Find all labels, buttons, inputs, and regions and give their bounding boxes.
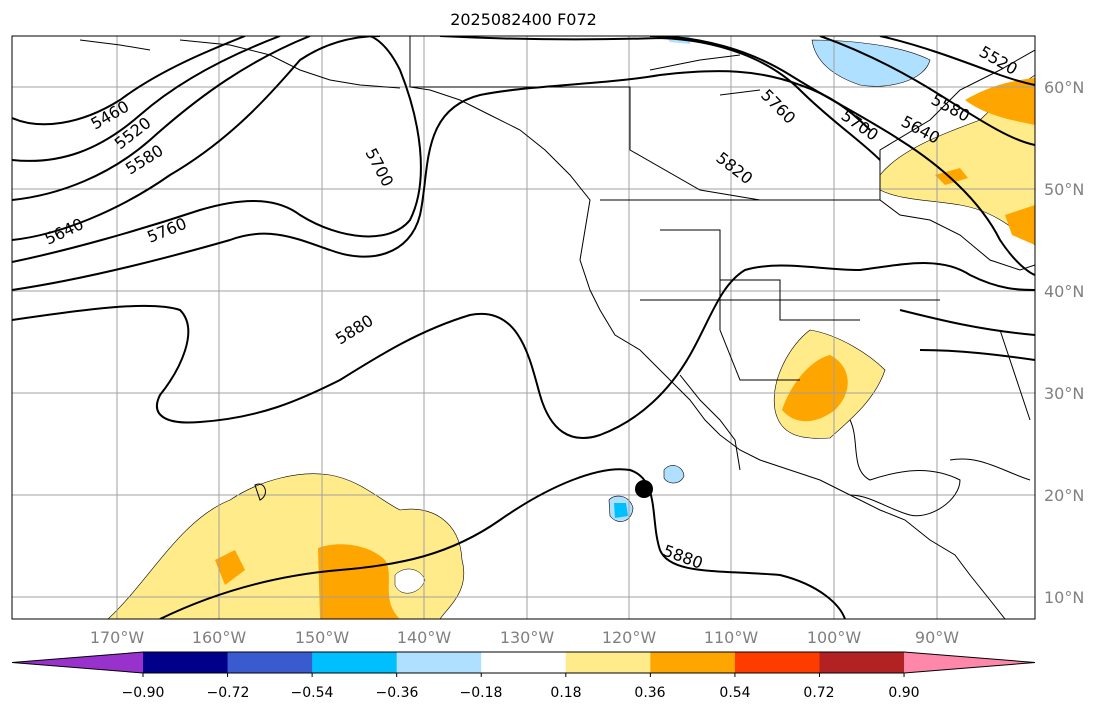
contour-label: 5580 <box>928 90 973 126</box>
storm-marker <box>635 480 653 498</box>
lat-label: 60°N <box>1044 78 1084 97</box>
colorbar-extend-high <box>904 652 1035 673</box>
colorbar-extend-low <box>12 652 143 673</box>
colorbar-tick-label: 0.90 <box>888 685 919 701</box>
contour-labels: 5460 5520 5580 5640 5760 5700 5820 5760 … <box>42 42 1021 573</box>
lon-label: 140°W <box>397 628 452 647</box>
coastlines <box>79 36 1035 619</box>
colorbar-tick-label: −0.18 <box>460 685 503 701</box>
map-area: 5460 5520 5580 5640 5760 5700 5820 5760 … <box>12 36 1035 619</box>
graticule <box>12 36 1035 619</box>
colorbar-tick-label: 0.72 <box>803 685 834 701</box>
contour-label: 5820 <box>713 148 757 188</box>
lat-label: 50°N <box>1044 180 1084 199</box>
lon-label: 160°W <box>192 628 247 647</box>
lon-labels: 170°W 160°W 150°W 140°W 130°W 120°W 110°… <box>90 628 959 647</box>
contour-label: 5880 <box>661 541 706 573</box>
lat-label: 30°N <box>1044 384 1084 403</box>
contour-label: 5700 <box>838 106 882 145</box>
colorbar-segment <box>143 652 229 673</box>
lon-label: 170°W <box>90 628 145 647</box>
map-title: 2025082400 F072 <box>450 10 597 29</box>
lon-label: 90°W <box>915 628 959 647</box>
colorbar-tick-label: −0.72 <box>207 685 250 701</box>
lat-label: 10°N <box>1044 588 1084 607</box>
colorbar-segment <box>819 652 905 673</box>
colorbar-segment <box>734 652 820 673</box>
colorbar-tick-label: 0.36 <box>634 685 665 701</box>
anomaly-shading <box>107 36 1035 619</box>
contour-label: 5520 <box>976 42 1021 79</box>
contour-label: 5880 <box>332 311 377 349</box>
colorbar-tick-label: −0.36 <box>376 685 419 701</box>
colorbar <box>11 651 1036 677</box>
lat-label: 40°N <box>1044 282 1084 301</box>
lat-label: 20°N <box>1044 486 1084 505</box>
contour-label: 5760 <box>757 85 799 127</box>
colorbar-tick-label: −0.90 <box>122 685 165 701</box>
colorbar-segment <box>227 652 313 673</box>
lon-label: 150°W <box>295 628 350 647</box>
lon-label: 120°W <box>602 628 657 647</box>
lon-label: 130°W <box>500 628 555 647</box>
lat-labels: 60°N 50°N 40°N 30°N 20°N 10°N <box>1044 78 1084 607</box>
colorbar-segment <box>396 652 482 673</box>
colorbar-segment <box>312 652 398 673</box>
map-frame <box>11 35 1036 620</box>
lon-label: 100°W <box>807 628 862 647</box>
contour-label: 5700 <box>361 145 397 190</box>
contour-label: 5640 <box>42 214 87 248</box>
contour-label: 5760 <box>144 214 189 247</box>
colorbar-tick-label: 0.54 <box>719 685 750 701</box>
colorbar-tick-label: 0.18 <box>550 685 581 701</box>
colorbar-segment <box>565 652 651 673</box>
colorbar-ticks: −0.90 −0.72 −0.54 −0.36 −0.18 0.18 0.36 … <box>122 685 920 701</box>
height-contours <box>12 36 1035 619</box>
colorbar-segment <box>650 652 736 673</box>
colorbar-tick-label: −0.54 <box>291 685 334 701</box>
lon-label: 110°W <box>704 628 759 647</box>
colorbar-segment <box>481 652 567 673</box>
